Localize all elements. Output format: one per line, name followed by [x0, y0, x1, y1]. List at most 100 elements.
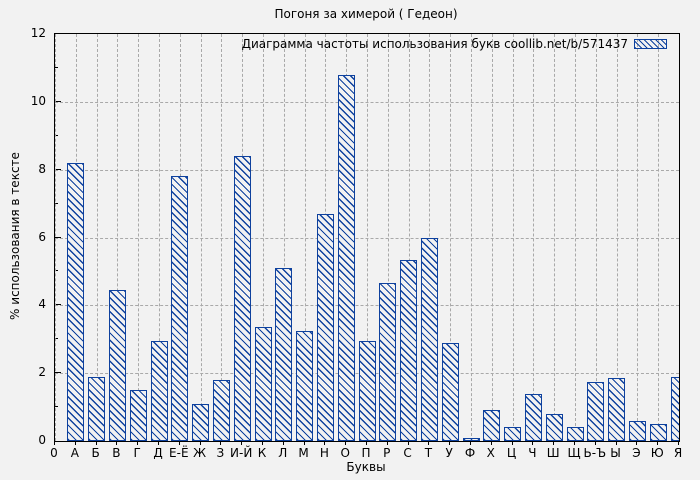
bar-Т — [420, 237, 438, 441]
bar-А — [67, 162, 85, 441]
x-tick-label: А — [70, 446, 79, 460]
bar-П — [358, 340, 376, 441]
x-tick-label: О — [340, 446, 350, 460]
x-tick — [282, 441, 284, 445]
x-tick — [137, 441, 139, 445]
legend-label: Диаграмма частоты использования букв coo… — [241, 37, 628, 51]
x-tick-label: Е-Ё — [169, 446, 189, 460]
bar-С — [400, 259, 418, 441]
plot-area: Диаграмма частоты использования букв coo… — [54, 33, 680, 442]
x-tick — [490, 441, 492, 445]
v-gridline — [658, 34, 660, 441]
x-tick-label: Ю — [650, 446, 664, 460]
legend: Диаграмма частоты использования букв coo… — [242, 37, 667, 51]
y-tick-label: 12 — [30, 26, 46, 40]
x-tick-label: З — [216, 446, 225, 460]
y-minor-tick — [55, 66, 58, 68]
x-tick-label: Э — [632, 446, 641, 460]
legend-swatch-icon — [634, 39, 667, 49]
y-major-tick — [55, 304, 61, 306]
x-tick — [158, 441, 159, 445]
bar-Щ — [566, 427, 584, 441]
bar-М — [296, 330, 314, 441]
v-gridline — [200, 34, 202, 441]
v-gridline — [55, 34, 56, 441]
y-minor-tick — [55, 338, 58, 340]
bar-Д — [150, 340, 168, 441]
x-tick — [345, 441, 347, 445]
x-tick-label: В — [112, 446, 121, 460]
x-tick — [303, 441, 305, 445]
y-tick-label: 0 — [38, 433, 46, 447]
v-gridline — [679, 34, 680, 441]
y-minor-tick — [55, 270, 58, 272]
v-gridline — [471, 34, 472, 441]
bar-Г — [129, 390, 147, 441]
x-tick — [262, 441, 263, 445]
y-tick-label: 10 — [30, 93, 46, 108]
bar-Я — [670, 376, 679, 441]
v-gridline — [283, 34, 285, 441]
v-gridline — [367, 34, 368, 441]
v-gridline — [595, 34, 597, 441]
x-tick — [95, 441, 97, 445]
bar-И-Й — [233, 156, 251, 441]
y-minor-tick — [55, 134, 58, 136]
x-tick-label: Ф — [464, 446, 476, 460]
bar-К — [254, 327, 272, 441]
bar-Ф — [462, 437, 480, 441]
bar-Ч — [524, 393, 542, 441]
bar-Е-Ё — [171, 176, 189, 441]
v-gridline — [263, 34, 264, 441]
x-tick — [449, 441, 451, 445]
v-gridline — [304, 34, 306, 441]
v-gridline — [616, 34, 618, 441]
x-tick-label: Л — [278, 446, 288, 460]
y-major-tick — [55, 372, 61, 374]
v-gridline — [138, 34, 140, 441]
v-gridline — [221, 34, 223, 441]
bar-Р — [379, 283, 397, 441]
x-tick-label: И-Й — [230, 446, 253, 460]
bar-Ь-Ъ — [587, 381, 605, 441]
x-tick-label: Г — [133, 446, 141, 460]
v-gridline — [408, 34, 410, 441]
bar-З — [212, 379, 230, 441]
x-tick — [199, 441, 201, 445]
x-tick — [574, 441, 575, 445]
x-tick — [615, 441, 617, 445]
y-major-tick — [55, 168, 61, 170]
x-tick-label: Р — [383, 446, 391, 460]
x-tick — [74, 441, 76, 445]
x-tick — [657, 441, 659, 445]
x-tick-label: Ы — [610, 446, 621, 460]
bar-Ш — [545, 413, 563, 441]
x-tick-label: П — [361, 446, 371, 460]
bar-Э — [628, 420, 646, 441]
bar-Ж — [192, 403, 210, 441]
v-gridline — [450, 34, 452, 441]
y-tick-label: 8 — [38, 161, 46, 176]
y-tick-label: 6 — [38, 229, 46, 244]
x-tick-label: Х — [486, 446, 495, 460]
bar-Ю — [649, 424, 667, 441]
x-tick — [553, 441, 555, 445]
bar-Ц — [504, 427, 522, 441]
x-axis-title: Буквы — [346, 460, 386, 474]
v-gridline — [533, 34, 535, 441]
x-tick-label: Д — [153, 446, 163, 460]
x-tick — [594, 441, 596, 445]
x-tick — [407, 441, 409, 445]
v-gridline — [387, 34, 389, 441]
x-tick-label: Б — [91, 446, 100, 460]
x-tick-label: К — [257, 446, 267, 460]
x-tick — [678, 441, 679, 445]
y-minor-tick — [55, 406, 58, 408]
v-gridline — [512, 34, 514, 441]
bar-У — [441, 342, 459, 441]
bar-Н — [316, 213, 334, 441]
x-tick — [470, 441, 471, 445]
x-tick — [532, 441, 534, 445]
x-tick-label: С — [403, 446, 412, 460]
